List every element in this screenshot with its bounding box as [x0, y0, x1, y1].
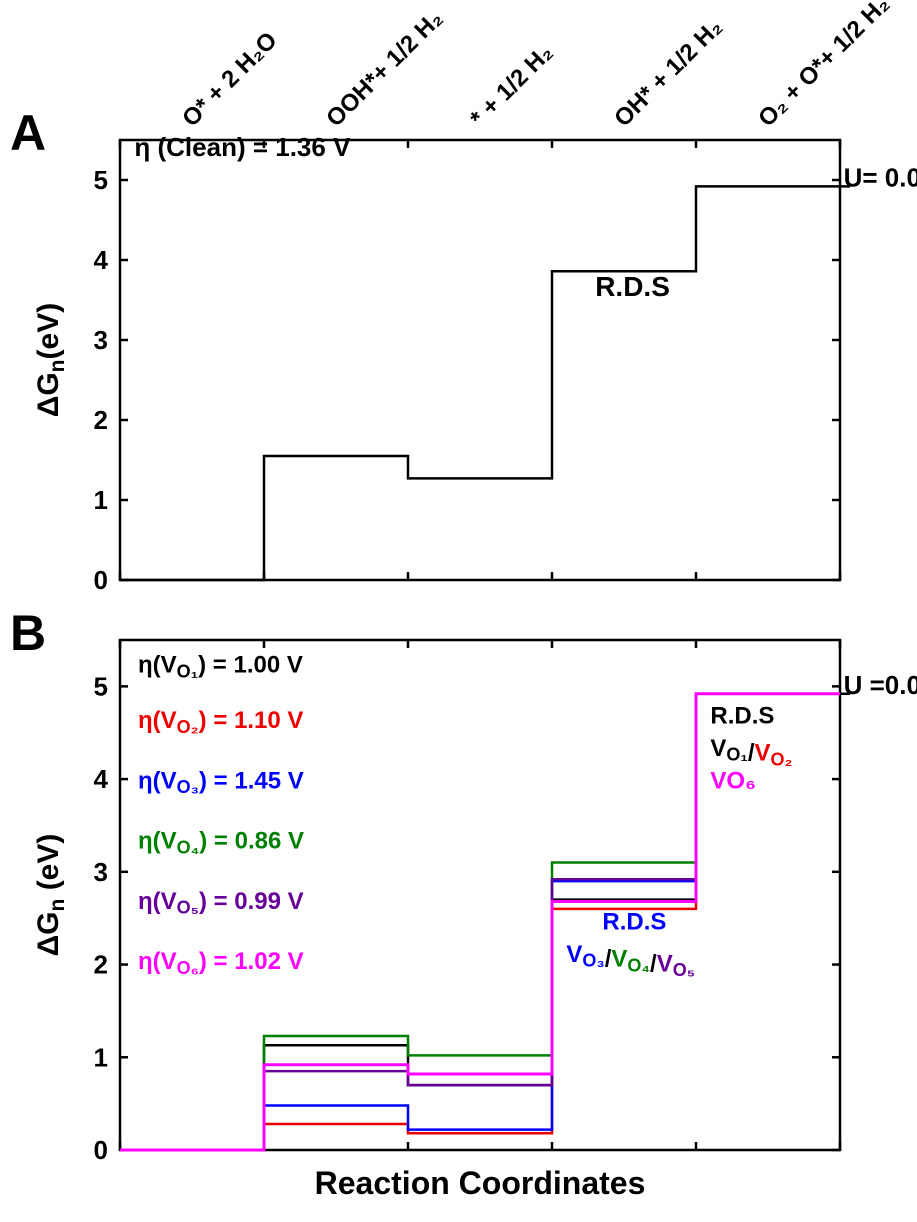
panel-A: 0 1 2 3 4 5 ΔGn(eV) η (Clean) = 1.36 V U= 0.00 V… — [10, 0, 917, 595]
annotation: η(VO₁) = 1.00 V — [138, 651, 303, 681]
annotation: η(VO₄) = 0.86 V — [138, 828, 304, 858]
category-label: O* + 2 H₂O — [177, 27, 282, 132]
ytick-label: 3 — [94, 325, 108, 355]
category-label: OH* + 1/2 H₂ — [609, 14, 728, 133]
ytick-label: 5 — [94, 671, 108, 701]
ytick-label: 2 — [94, 950, 108, 980]
annotation: U= 0.00 V — [844, 162, 917, 192]
ytick-label: 5 — [94, 165, 108, 195]
annotation: η(VO₂) = 1.10 V — [138, 707, 303, 737]
y-axis-label: ΔGn(eV) — [32, 303, 69, 417]
annotation: η (Clean) = 1.36 V — [134, 132, 351, 162]
ytick-label: 1 — [94, 1042, 108, 1072]
y-axis-label: ΔGn (eV) — [32, 834, 69, 957]
ytick-label: 2 — [94, 405, 108, 435]
ytick-label: 3 — [94, 857, 108, 887]
ytick-label: 1 — [94, 485, 108, 515]
annotation: R.D.S — [595, 271, 670, 302]
rds-vo-list: VO₃/VO₄/VO₅ — [566, 941, 695, 980]
annotation: U =0.00 V — [844, 670, 917, 700]
panel-label: B — [10, 605, 46, 661]
ytick-label: 4 — [94, 764, 109, 794]
plot-border — [120, 140, 840, 580]
rds-label: R.D.S — [602, 908, 666, 935]
figure-root: 0 1 2 3 4 5 ΔGn(eV) η (Clean) = 1.36 V U= 0.00 V… — [0, 0, 917, 1222]
annotation: η(VO₆) = 1.02 V — [138, 948, 304, 978]
rds-label: VO₆ — [710, 767, 756, 794]
ytick-label: 0 — [94, 1135, 108, 1165]
panel-B: 0 1 2 3 4 5 ΔGn (eV) η(VO₁) = 1.00 V η(VO₂) = 1.… — [10, 605, 917, 1165]
annotation: η(VO₃) = 1.45 V — [138, 767, 304, 797]
figure-svg: 0 1 2 3 4 5 ΔGn(eV) η (Clean) = 1.36 V U= 0.00 V… — [0, 0, 917, 1222]
series-clean — [120, 186, 840, 580]
annotation: η(VO₅) = 0.99 V — [138, 888, 304, 918]
x-axis-label: Reaction Coordinates — [315, 1165, 646, 1201]
rds-vo-list: VO₁/VO₂ — [710, 735, 792, 770]
panel-label: A — [10, 105, 46, 161]
category-label: * + 1/2 H₂ — [465, 39, 558, 132]
ytick-label: 0 — [94, 565, 108, 595]
category-label: O₂ + O*+ 1/2 H₂ — [753, 0, 895, 132]
ytick-label: 4 — [94, 245, 109, 275]
rds-label: R.D.S — [710, 702, 774, 729]
category-label: OOH*+ 1/2 H₂ — [321, 5, 448, 132]
